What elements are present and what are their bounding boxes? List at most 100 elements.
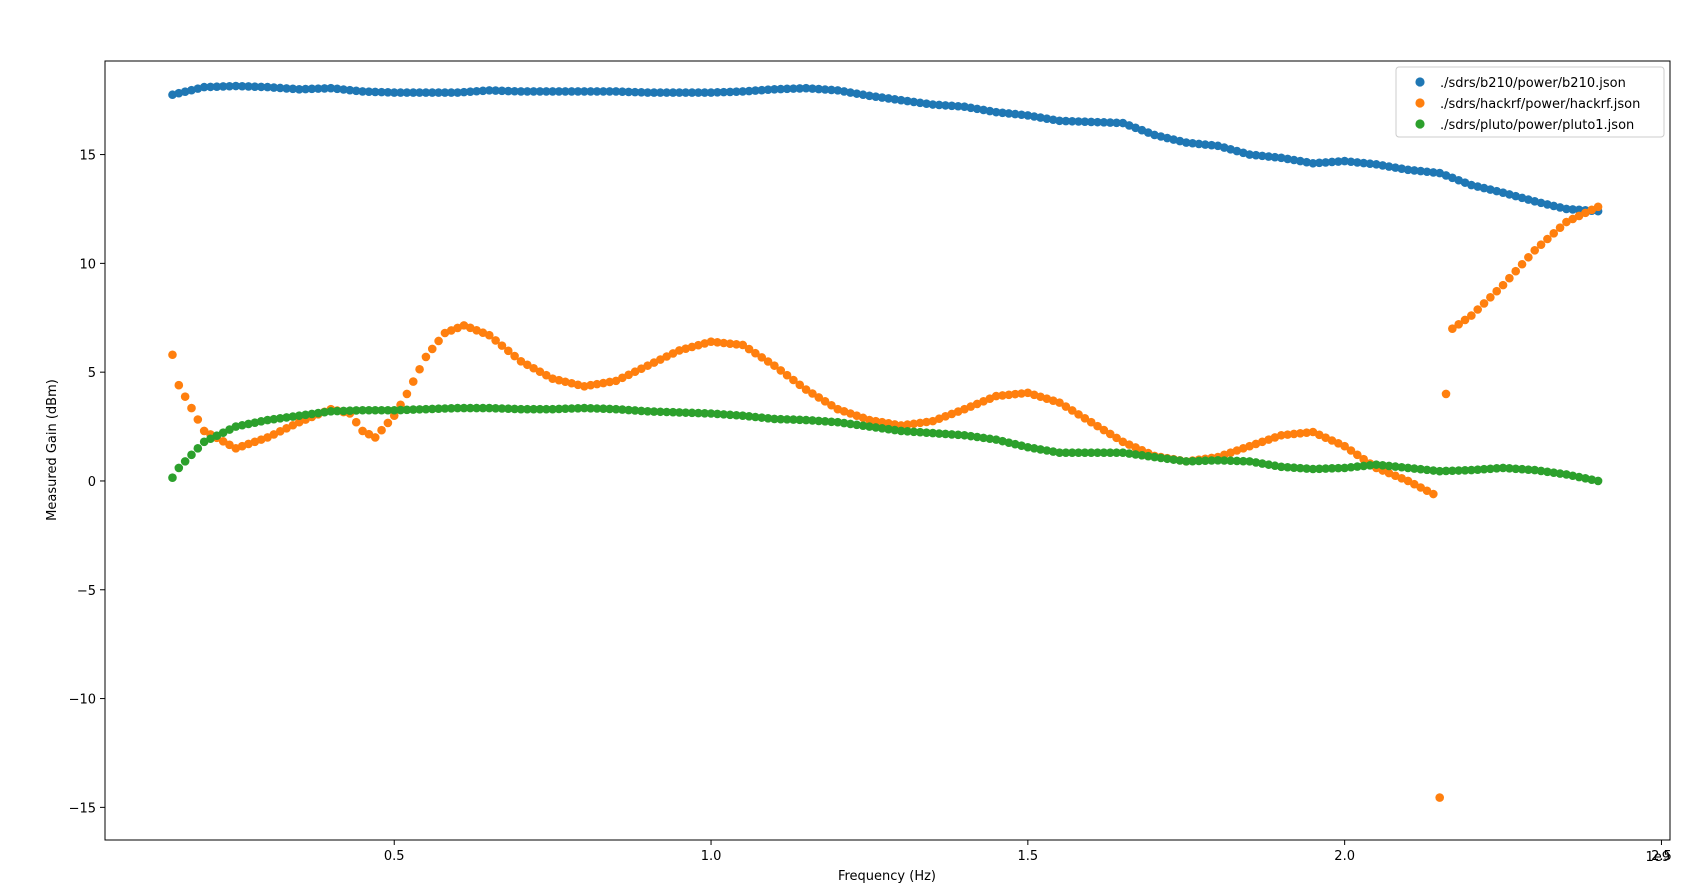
data-point — [427, 88, 437, 97]
data-point — [903, 427, 912, 436]
data-point — [1498, 463, 1508, 473]
data-point — [567, 404, 576, 413]
data-point — [1479, 464, 1489, 474]
data-point — [187, 403, 196, 413]
data-point — [548, 404, 557, 414]
data-point — [719, 87, 729, 97]
data-point — [592, 87, 602, 96]
data-point — [364, 87, 374, 96]
data-point — [1295, 156, 1305, 166]
data-point — [1067, 448, 1077, 457]
data-point — [865, 422, 874, 431]
data-point — [351, 86, 361, 96]
data-point — [605, 87, 614, 96]
data-point — [643, 88, 652, 97]
data-point — [402, 88, 412, 97]
data-point — [1479, 299, 1489, 308]
data-point — [706, 409, 716, 418]
data-point — [732, 410, 741, 420]
data-point — [662, 407, 671, 417]
data-point — [1194, 139, 1204, 149]
data-point — [1536, 240, 1546, 249]
data-point — [852, 89, 862, 98]
data-point — [294, 84, 304, 94]
data-point — [1289, 155, 1299, 165]
data-point — [592, 404, 602, 413]
data-point — [573, 87, 583, 96]
data-point — [218, 82, 228, 91]
data-point — [751, 86, 760, 95]
data-point — [269, 414, 279, 424]
data-point — [972, 432, 982, 442]
y-tick-label: −10 — [69, 693, 96, 708]
data-point — [700, 88, 710, 97]
data-point — [858, 421, 868, 430]
data-point — [1416, 464, 1425, 474]
data-point — [947, 430, 957, 439]
data-point — [656, 407, 665, 417]
data-point — [364, 429, 374, 439]
data-point — [1346, 157, 1356, 167]
data-point — [263, 82, 272, 92]
data-point — [732, 87, 741, 96]
data-point — [1543, 467, 1552, 477]
data-point — [383, 418, 393, 428]
data-point — [434, 336, 443, 346]
data-point — [529, 404, 538, 414]
data-point — [339, 85, 348, 94]
y-tick-label: 10 — [79, 257, 96, 272]
data-point — [820, 85, 830, 94]
x-tick-label: 2.0 — [1334, 849, 1355, 864]
data-point — [1327, 464, 1337, 473]
data-point — [630, 87, 640, 97]
data-point — [427, 404, 437, 414]
data-point — [1245, 457, 1254, 466]
data-point — [491, 403, 500, 413]
data-point — [618, 87, 627, 96]
data-point — [561, 87, 570, 96]
data-point — [1372, 160, 1381, 169]
y-tick-label: 15 — [79, 149, 96, 164]
data-point — [288, 412, 298, 421]
data-point — [180, 392, 190, 401]
data-point — [960, 430, 969, 440]
data-point — [459, 403, 469, 413]
data-point — [446, 88, 456, 97]
data-point — [865, 91, 874, 101]
data-point — [427, 344, 437, 354]
data-point — [1080, 414, 1090, 423]
data-point — [738, 340, 748, 350]
data-point — [1486, 464, 1495, 474]
data-point — [896, 95, 906, 105]
data-point — [1353, 158, 1362, 167]
data-point — [808, 84, 817, 93]
data-point — [370, 405, 380, 415]
data-point — [599, 87, 608, 96]
data-point — [491, 86, 500, 95]
data-point — [225, 81, 234, 91]
data-point — [320, 84, 329, 93]
data-point — [174, 463, 184, 473]
data-point — [757, 413, 767, 422]
data-point — [313, 408, 323, 418]
data-point — [624, 405, 633, 415]
data-point — [972, 104, 982, 114]
data-point — [516, 87, 526, 96]
data-point — [846, 419, 855, 429]
data-point — [953, 101, 963, 111]
data-point — [1372, 460, 1381, 469]
data-point — [1055, 116, 1064, 126]
data-point — [301, 410, 310, 420]
data-point — [465, 87, 475, 96]
data-point — [751, 348, 760, 358]
data-point — [877, 424, 887, 433]
data-point — [370, 87, 380, 97]
data-point — [668, 407, 678, 417]
data-point — [472, 86, 481, 96]
data-point — [1124, 449, 1134, 458]
data-point — [453, 88, 462, 97]
data-point — [1397, 462, 1406, 472]
data-point — [808, 389, 817, 398]
data-point — [542, 404, 551, 414]
data-point — [776, 84, 786, 94]
